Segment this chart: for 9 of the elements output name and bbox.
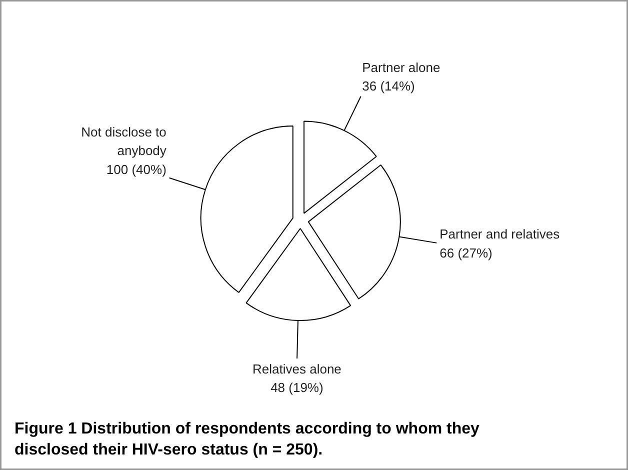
legend-label: Partner and relatives <box>440 226 560 242</box>
slice-label: Partner alone <box>362 60 440 75</box>
slice-label: Relatives alone <box>252 361 342 376</box>
text: Figure 1 Distribution of respondents according to whom they disclosed their HIV-sero status (n = 250). <box>14 420 480 458</box>
data-label: 66 (27%) <box>440 245 492 260</box>
data-label: 36 (14%) <box>362 78 415 94</box>
data-label: 48 (19%) <box>270 380 324 396</box>
slice-label: Not disclose to anybody <box>81 124 167 158</box>
data-label: 100 (40%) <box>106 162 166 177</box>
